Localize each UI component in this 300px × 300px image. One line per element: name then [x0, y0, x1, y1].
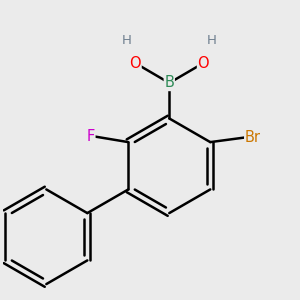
Text: B: B: [164, 76, 174, 91]
Text: O: O: [197, 56, 209, 70]
Text: O: O: [129, 56, 141, 70]
Text: Br: Br: [245, 130, 261, 145]
Text: H: H: [122, 34, 132, 47]
Text: F: F: [87, 129, 95, 144]
Text: H: H: [207, 34, 217, 47]
